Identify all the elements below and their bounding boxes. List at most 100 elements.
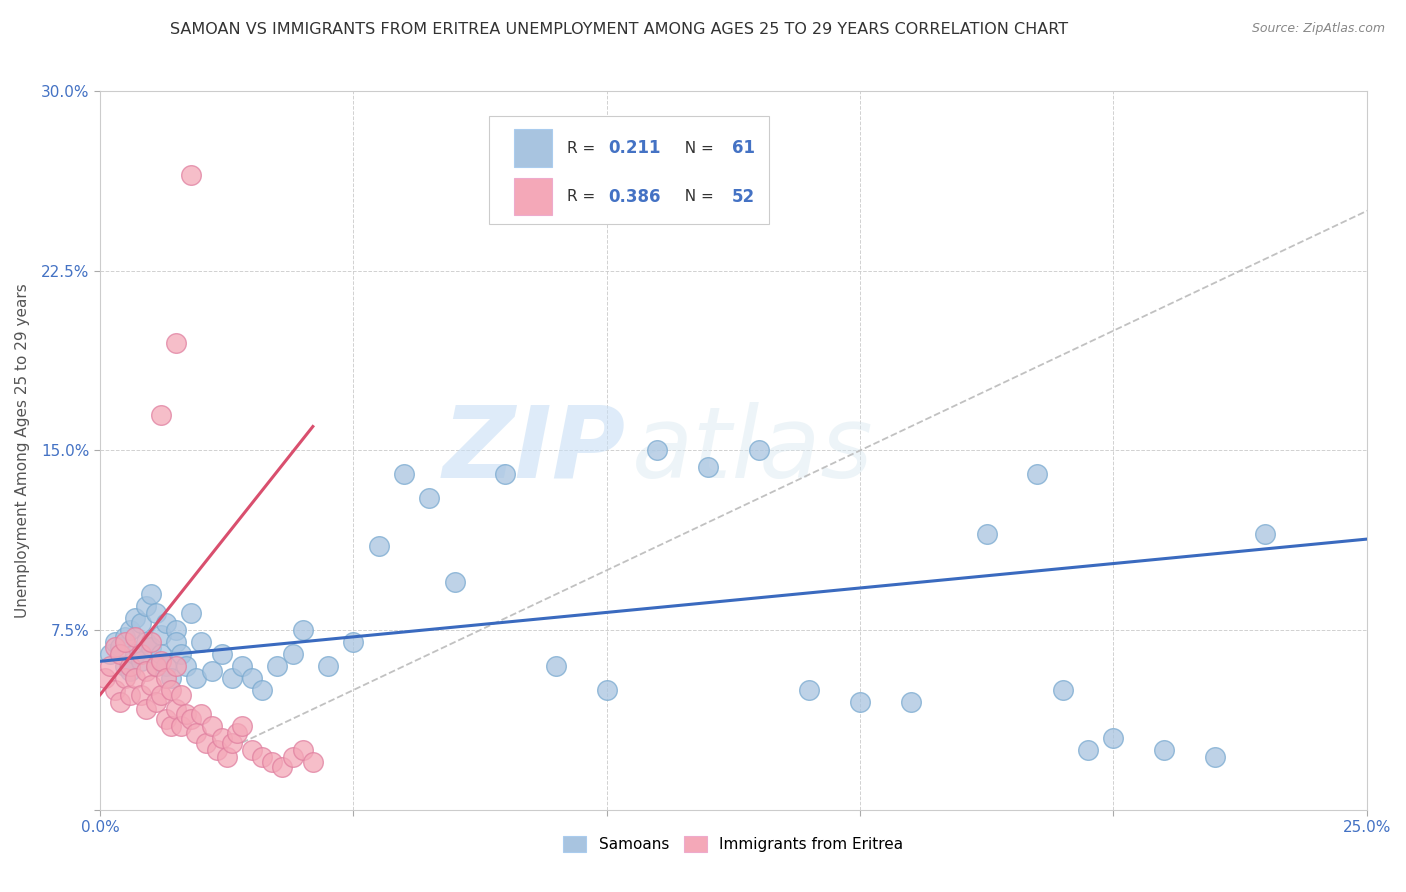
Point — [221, 671, 243, 685]
Text: R =: R = — [568, 189, 600, 204]
Point — [135, 599, 157, 614]
Point — [160, 683, 183, 698]
Point — [225, 726, 247, 740]
Point — [1077, 743, 1099, 757]
Point — [1204, 750, 1226, 764]
Point — [1102, 731, 1125, 745]
Point — [149, 628, 172, 642]
Point — [799, 683, 821, 698]
Point — [124, 630, 146, 644]
Point — [302, 755, 325, 769]
Point — [160, 719, 183, 733]
Point — [1254, 527, 1277, 541]
Point — [647, 443, 669, 458]
Bar — [515, 178, 553, 215]
Point — [262, 755, 284, 769]
Point — [240, 671, 263, 685]
Point — [110, 647, 132, 661]
Point — [170, 647, 193, 661]
Point — [139, 587, 162, 601]
Point — [443, 575, 465, 590]
Point — [544, 659, 567, 673]
Point — [392, 467, 415, 482]
Point — [145, 659, 167, 673]
FancyBboxPatch shape — [489, 116, 769, 224]
Point — [129, 688, 152, 702]
Point — [165, 659, 187, 673]
Point — [149, 654, 172, 668]
Point — [174, 659, 197, 673]
Point — [145, 659, 167, 673]
Text: 61: 61 — [733, 139, 755, 157]
Point — [281, 750, 304, 764]
Point — [195, 736, 218, 750]
Point — [205, 743, 228, 757]
Point — [221, 736, 243, 750]
Point — [155, 615, 177, 630]
Point — [190, 635, 212, 649]
Point — [124, 647, 146, 661]
Point — [104, 683, 127, 698]
Point — [110, 640, 132, 654]
Point — [418, 491, 440, 506]
Point — [139, 635, 162, 649]
Point — [124, 611, 146, 625]
Point — [98, 659, 121, 673]
Point — [135, 664, 157, 678]
Point — [135, 702, 157, 716]
Point — [190, 706, 212, 721]
Point — [114, 671, 136, 685]
Point — [211, 647, 233, 661]
Point — [342, 635, 364, 649]
Text: 0.386: 0.386 — [607, 187, 661, 205]
Point — [149, 688, 172, 702]
Text: Source: ZipAtlas.com: Source: ZipAtlas.com — [1251, 22, 1385, 36]
Point — [120, 664, 142, 678]
Point — [129, 615, 152, 630]
Point — [250, 683, 273, 698]
Point — [1153, 743, 1175, 757]
Point — [200, 719, 222, 733]
Point — [174, 706, 197, 721]
Point — [1026, 467, 1049, 482]
Point — [124, 671, 146, 685]
Legend: Samoans, Immigrants from Eritrea: Samoans, Immigrants from Eritrea — [564, 837, 904, 853]
Text: ZIP: ZIP — [443, 402, 626, 499]
Point — [149, 647, 172, 661]
Point — [104, 635, 127, 649]
Point — [155, 671, 177, 685]
Point — [186, 671, 208, 685]
Y-axis label: Unemployment Among Ages 25 to 29 years: Unemployment Among Ages 25 to 29 years — [15, 283, 30, 618]
Point — [114, 635, 136, 649]
Point — [129, 654, 152, 668]
Point — [120, 688, 142, 702]
Text: N =: N = — [675, 141, 718, 155]
Point — [240, 743, 263, 757]
Point — [494, 467, 516, 482]
Point — [94, 671, 117, 685]
Point — [215, 750, 238, 764]
Point — [114, 630, 136, 644]
Point — [266, 659, 288, 673]
Point — [104, 640, 127, 654]
Point — [165, 635, 187, 649]
Point — [145, 695, 167, 709]
Point — [281, 647, 304, 661]
Point — [165, 335, 187, 350]
Point — [160, 671, 183, 685]
Point — [135, 635, 157, 649]
Point — [139, 640, 162, 654]
Point — [976, 527, 998, 541]
Point — [120, 623, 142, 637]
Point — [367, 539, 389, 553]
Point — [180, 712, 202, 726]
Point — [139, 678, 162, 692]
Point — [849, 695, 872, 709]
Text: SAMOAN VS IMMIGRANTS FROM ERITREA UNEMPLOYMENT AMONG AGES 25 TO 29 YEARS CORRELA: SAMOAN VS IMMIGRANTS FROM ERITREA UNEMPL… — [170, 22, 1067, 37]
Point — [155, 712, 177, 726]
Text: R =: R = — [568, 141, 600, 155]
Point — [211, 731, 233, 745]
Point — [180, 607, 202, 621]
Point — [231, 719, 253, 733]
Point — [291, 623, 314, 637]
